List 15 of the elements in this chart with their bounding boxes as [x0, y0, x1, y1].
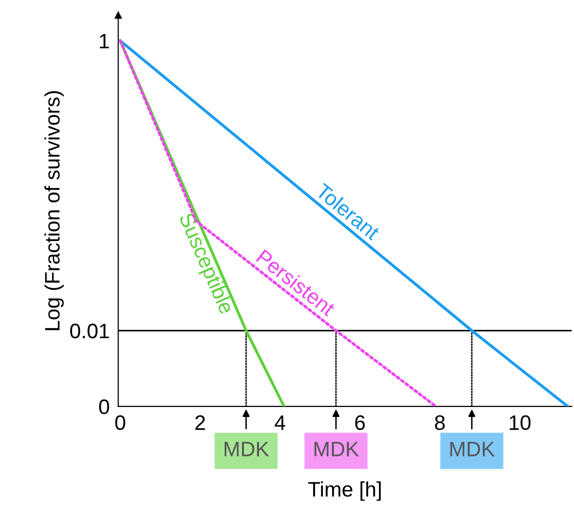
- x-tick-label: 0: [115, 415, 126, 430]
- x-tick-label: 10: [510, 415, 531, 430]
- y-axis-title: Log (Fraction of survivors): [44, 91, 64, 330]
- x-tick-label: 8: [434, 415, 445, 430]
- line-series: [118, 39, 438, 406]
- annotation: MDK: [450, 442, 495, 456]
- y-tick-label: 1: [100, 34, 109, 48]
- annotation: MDK: [314, 442, 359, 456]
- y-tick-label: 0: [99, 399, 110, 414]
- x-axis-title: Time [h]: [308, 481, 381, 501]
- annotation: MDK: [224, 442, 270, 456]
- y-tick-label: 0.01: [70, 324, 109, 338]
- x-tick-label: 6: [355, 415, 365, 430]
- x-tick-label: 4: [274, 416, 286, 430]
- x-tick-label: 2: [195, 415, 205, 430]
